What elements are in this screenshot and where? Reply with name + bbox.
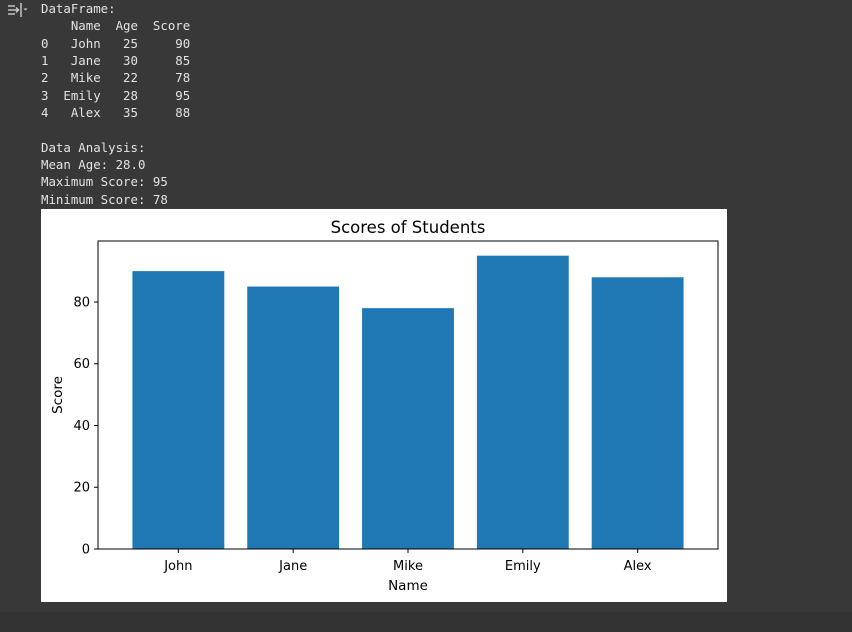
output-line: 0 John 25 90 — [41, 35, 191, 51]
x-tick-label: Mike — [393, 559, 423, 574]
y-axis-ticks: 0 20 40 60 80 — [73, 295, 98, 558]
y-tick-label: 20 — [73, 481, 90, 496]
cell-output: DataFrame: Name Age Score 0 John 25 90 1 J… — [41, 0, 841, 208]
bar-mike — [362, 308, 454, 549]
output-line: Maximum Score: 95 — [41, 174, 168, 190]
x-tick-label: John — [163, 559, 192, 574]
output-line: Mean Age: 28.0 — [41, 157, 146, 173]
output-line: Name Age Score — [41, 18, 191, 34]
output-line: Minimum Score: 78 — [41, 191, 168, 207]
bar-emily — [476, 255, 569, 549]
output-line: 4 Alex 35 88 — [41, 105, 191, 121]
y-axis-label: Score — [50, 376, 66, 414]
bar-john — [132, 271, 225, 549]
output-collapse-icon[interactable] — [6, 2, 28, 18]
chart-title: Scores of Students — [331, 218, 486, 237]
output-line: 3 Emily 28 95 — [41, 87, 191, 103]
x-axis-ticks: John Jane Mike Emily Alex — [163, 549, 652, 574]
output-line — [41, 121, 841, 138]
output-line: DataFrame: — [41, 1, 116, 16]
bar-chart: Scores of Students 0 20 40 60 80 John Jane Mik… — [50, 218, 719, 594]
bottom-strip — [0, 612, 852, 632]
x-tick-label: Jane — [278, 559, 307, 574]
y-tick-label: 80 — [73, 295, 90, 310]
x-tick-label: Emily — [505, 559, 541, 574]
output-line: 2 Mike 22 78 — [41, 70, 191, 86]
stdout-text: DataFrame: Name Age Score 0 John 25 90 1 J… — [41, 0, 841, 208]
output-line: Data Analysis: — [41, 139, 146, 155]
cell-output-gutter — [0, 0, 36, 632]
y-tick-label: 0 — [82, 543, 90, 558]
output-line: 1 Jane 30 85 — [41, 53, 191, 69]
bar-jane — [247, 286, 340, 549]
bar-alex — [591, 277, 684, 549]
x-tick-label: Alex — [624, 559, 652, 574]
plot-image: Scores of Students 0 20 40 60 80 John Jane Mik… — [41, 209, 727, 602]
bars-layer — [132, 255, 684, 549]
y-tick-label: 40 — [73, 419, 90, 434]
x-axis-label: Name — [388, 578, 428, 594]
y-tick-label: 60 — [73, 357, 90, 372]
